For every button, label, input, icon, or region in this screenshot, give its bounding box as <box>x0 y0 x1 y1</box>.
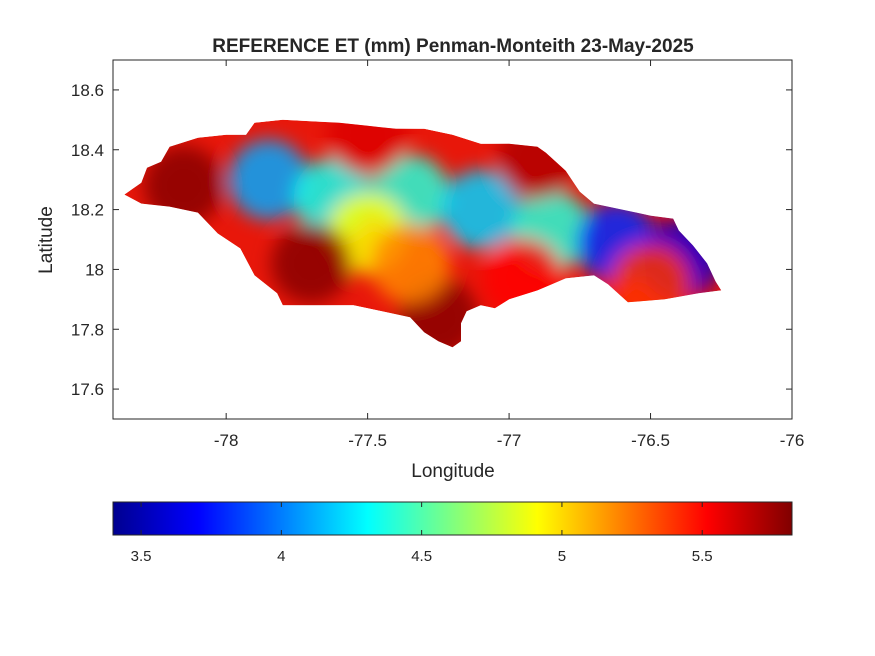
colorbar-tick-label-4: 5.5 <box>692 548 713 565</box>
y-axis: 17.6 17.8 18 18.2 18.4 18.6 <box>71 81 792 399</box>
y-tick-label-5: 18.6 <box>71 81 104 100</box>
x-tick-label-1: -77.5 <box>348 431 387 450</box>
y-tick-label-4: 18.4 <box>71 141 104 160</box>
y-tick-label-3: 18.2 <box>71 201 104 220</box>
x-axis: -78 -77.5 -77 -76.5 -76 <box>214 60 804 450</box>
colorbar <box>112 501 793 536</box>
chart-title: REFERENCE ET (mm) Penman-Monteith 23-May… <box>212 36 694 57</box>
field-feature-8 <box>143 145 224 226</box>
et-field-map <box>124 119 722 348</box>
x-tick-label-2: -77 <box>497 431 522 450</box>
x-tick-label-3: -76.5 <box>631 431 670 450</box>
colorbar-tick-label-1: 4 <box>277 548 285 565</box>
field-feature-15 <box>610 244 691 325</box>
field-feature-10 <box>327 119 408 175</box>
x-axis-label: Longitude <box>411 461 494 482</box>
colorbar-tick-label-2: 4.5 <box>411 548 432 565</box>
colorbar-ticks: 3.5 4 4.5 5 5.5 <box>131 502 713 565</box>
y-tick-label-1: 17.8 <box>71 320 104 339</box>
field-feature-12 <box>483 238 564 319</box>
x-tick-label-4: -76 <box>780 431 805 450</box>
y-tick-label-0: 17.6 <box>71 380 104 399</box>
field-feature-14 <box>370 223 451 304</box>
field-feature-1 <box>228 139 309 220</box>
x-tick-label-0: -78 <box>214 431 239 450</box>
y-tick-label-2: 18 <box>85 260 104 279</box>
plot-frame <box>112 59 793 420</box>
field-feature-3 <box>440 169 521 250</box>
colorbar-tick-label-0: 3.5 <box>131 548 152 565</box>
field-feature-9 <box>271 223 351 304</box>
field-feature-13 <box>497 119 578 199</box>
y-axis-label: Latitude <box>36 206 57 274</box>
colorbar-tick-label-3: 5 <box>558 548 566 565</box>
